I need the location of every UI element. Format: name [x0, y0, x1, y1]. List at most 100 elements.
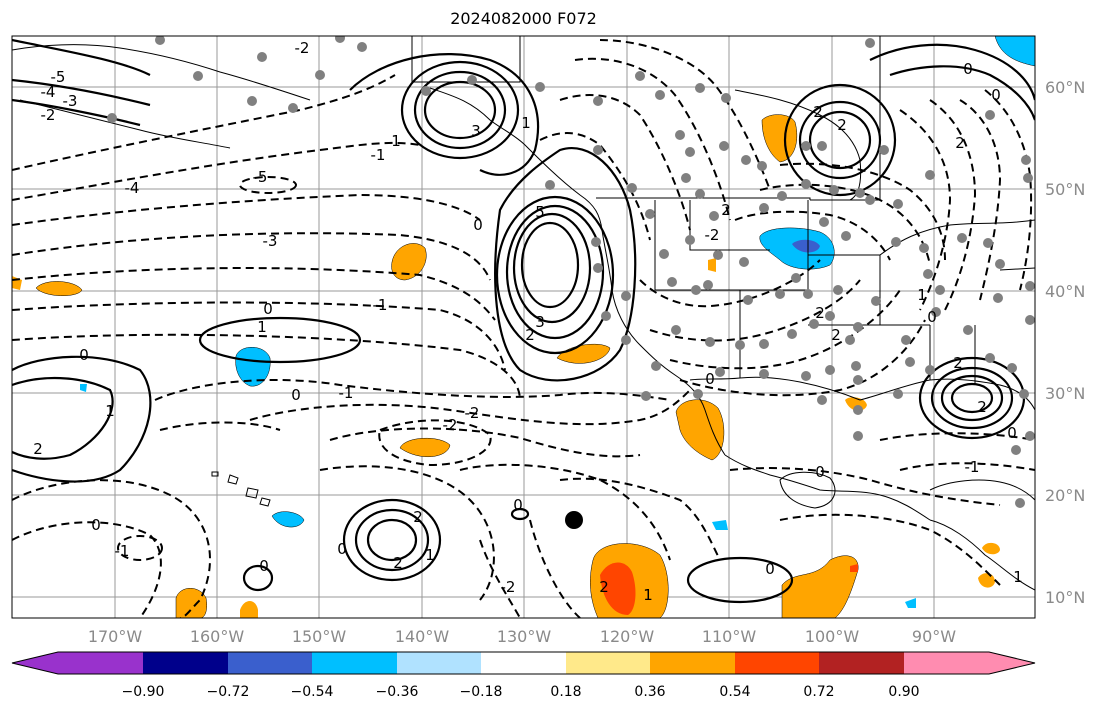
lon-label: 90°W: [912, 627, 956, 646]
contour-label: 3: [535, 313, 545, 331]
contour-label: 0: [263, 300, 273, 318]
colorbar-segment: [397, 652, 481, 674]
contour-label: -4: [125, 179, 140, 197]
lat-label: 10°N: [1045, 588, 1085, 607]
colorbar-extend-low: [12, 652, 143, 674]
colorbar-tick: −0.54: [291, 684, 334, 700]
colorbar-tick: −0.36: [376, 684, 419, 700]
colorbar-tick: 0.72: [803, 684, 834, 700]
shade-blue: [792, 239, 820, 253]
contour-label: 1: [917, 286, 927, 304]
map-area: -5 -4 -3 -2 -4 -5 -3 -1 -1 0 1 0 1 2 0 -…: [12, 36, 1035, 618]
colorbar: [11, 651, 1036, 675]
contour-label: 2: [831, 326, 841, 344]
contour-label: 0: [963, 60, 973, 78]
shade-orange: [175, 588, 207, 618]
contour-label: 0: [815, 463, 825, 481]
shade-orange: [391, 243, 427, 281]
colorbar-segment: [735, 652, 819, 674]
contour-label: -1: [115, 542, 130, 560]
contour-label: -3: [263, 232, 278, 250]
shade-orange: [240, 601, 258, 618]
colorbar-segment: [566, 652, 650, 674]
contour-label: -5: [253, 168, 268, 186]
storm-marker: [565, 511, 583, 529]
contour-label: 1: [425, 546, 435, 564]
contour-label: -1: [339, 384, 354, 402]
contours-negative: [12, 39, 1035, 618]
contour-label: 2: [33, 440, 43, 458]
contour-label: 0: [79, 346, 89, 364]
shade-red: [600, 562, 636, 615]
contour-label: -3: [63, 92, 78, 110]
contour-label: -1: [373, 296, 388, 314]
contour-label: 5: [535, 203, 545, 221]
colorbar-segment: [228, 652, 312, 674]
shade-orange: [556, 343, 611, 364]
lon-label: 140°W: [395, 627, 450, 646]
colorbar-ticks: −0.90 −0.72 −0.54 −0.36 −0.18 0.18 0.36 …: [122, 684, 920, 700]
contour-label: 2: [721, 201, 731, 219]
shade-cyan: [80, 384, 87, 392]
contour-label: 0: [259, 557, 269, 575]
shade-cyan: [905, 598, 916, 608]
contour-label: -5: [51, 68, 66, 86]
contour-label: -1: [371, 146, 386, 164]
contour-label: 2: [953, 354, 963, 372]
latitude-labels: 60°N 50°N 40°N 30°N 20°N 10°N: [1045, 78, 1085, 607]
contour-label: 0: [705, 370, 715, 388]
colorbar-tick: 0.54: [719, 684, 750, 700]
lon-label: 130°W: [497, 627, 552, 646]
contour-label: 1: [1013, 568, 1023, 586]
colorbar-segment: [481, 652, 566, 674]
colorbar-segment: [143, 652, 228, 674]
longitude-labels: 170°W 160°W 150°W 140°W 130°W 120°W 110°…: [88, 627, 956, 646]
lat-label: 30°N: [1045, 384, 1085, 403]
shade-red: [850, 564, 858, 572]
contour-label: 0: [291, 386, 301, 404]
contour-label: 1: [643, 586, 653, 604]
shade-cyan: [235, 347, 271, 387]
shade-orange: [35, 281, 83, 296]
contour-label: 2: [977, 398, 987, 416]
contour-label: -2: [295, 39, 310, 57]
shade-cyan: [271, 511, 305, 528]
contour-label: 2: [525, 326, 535, 344]
contour-label: 1: [391, 132, 401, 150]
lat-label: 20°N: [1045, 486, 1085, 505]
colorbar-extend-high: [904, 652, 1035, 674]
contour-label: 2: [837, 116, 847, 134]
colorbar-tick: 0.36: [634, 684, 665, 700]
contour-label: 0: [1007, 424, 1017, 442]
contour-label: -2: [705, 226, 720, 244]
map-frame: [11, 35, 1036, 619]
contour-label: 2: [813, 103, 823, 121]
contour-label: 0: [513, 496, 523, 514]
contour-label: 0: [991, 86, 1001, 104]
contour-label: 0: [91, 516, 101, 534]
contour-label: 1: [105, 402, 115, 420]
shade-orange: [761, 114, 798, 163]
colorbar-tick: 0.90: [888, 684, 919, 700]
contour-label: 0: [337, 540, 347, 558]
colorbar-segment: [312, 652, 397, 674]
colorbar-tick: −0.72: [207, 684, 250, 700]
lon-label: 170°W: [88, 627, 143, 646]
shade-orange: [781, 555, 859, 618]
contour-label: 2: [599, 578, 609, 596]
contour-label: -1: [965, 458, 980, 476]
contour-label: 1: [257, 318, 267, 336]
lat-label: 60°N: [1045, 78, 1085, 97]
chart-title: 2024082000 F072: [450, 9, 597, 28]
contour-label: -4: [41, 83, 56, 101]
colorbar-tick: 0.18: [550, 684, 581, 700]
shade-orange: [982, 542, 1000, 555]
contours-positive: [12, 38, 1035, 604]
contour-label: -2: [443, 416, 458, 434]
shade-orange: [978, 573, 995, 588]
station-markers: [107, 36, 1035, 508]
lon-label: 160°W: [190, 627, 245, 646]
contour-label: -2: [41, 106, 56, 124]
lon-label: 120°W: [600, 627, 655, 646]
